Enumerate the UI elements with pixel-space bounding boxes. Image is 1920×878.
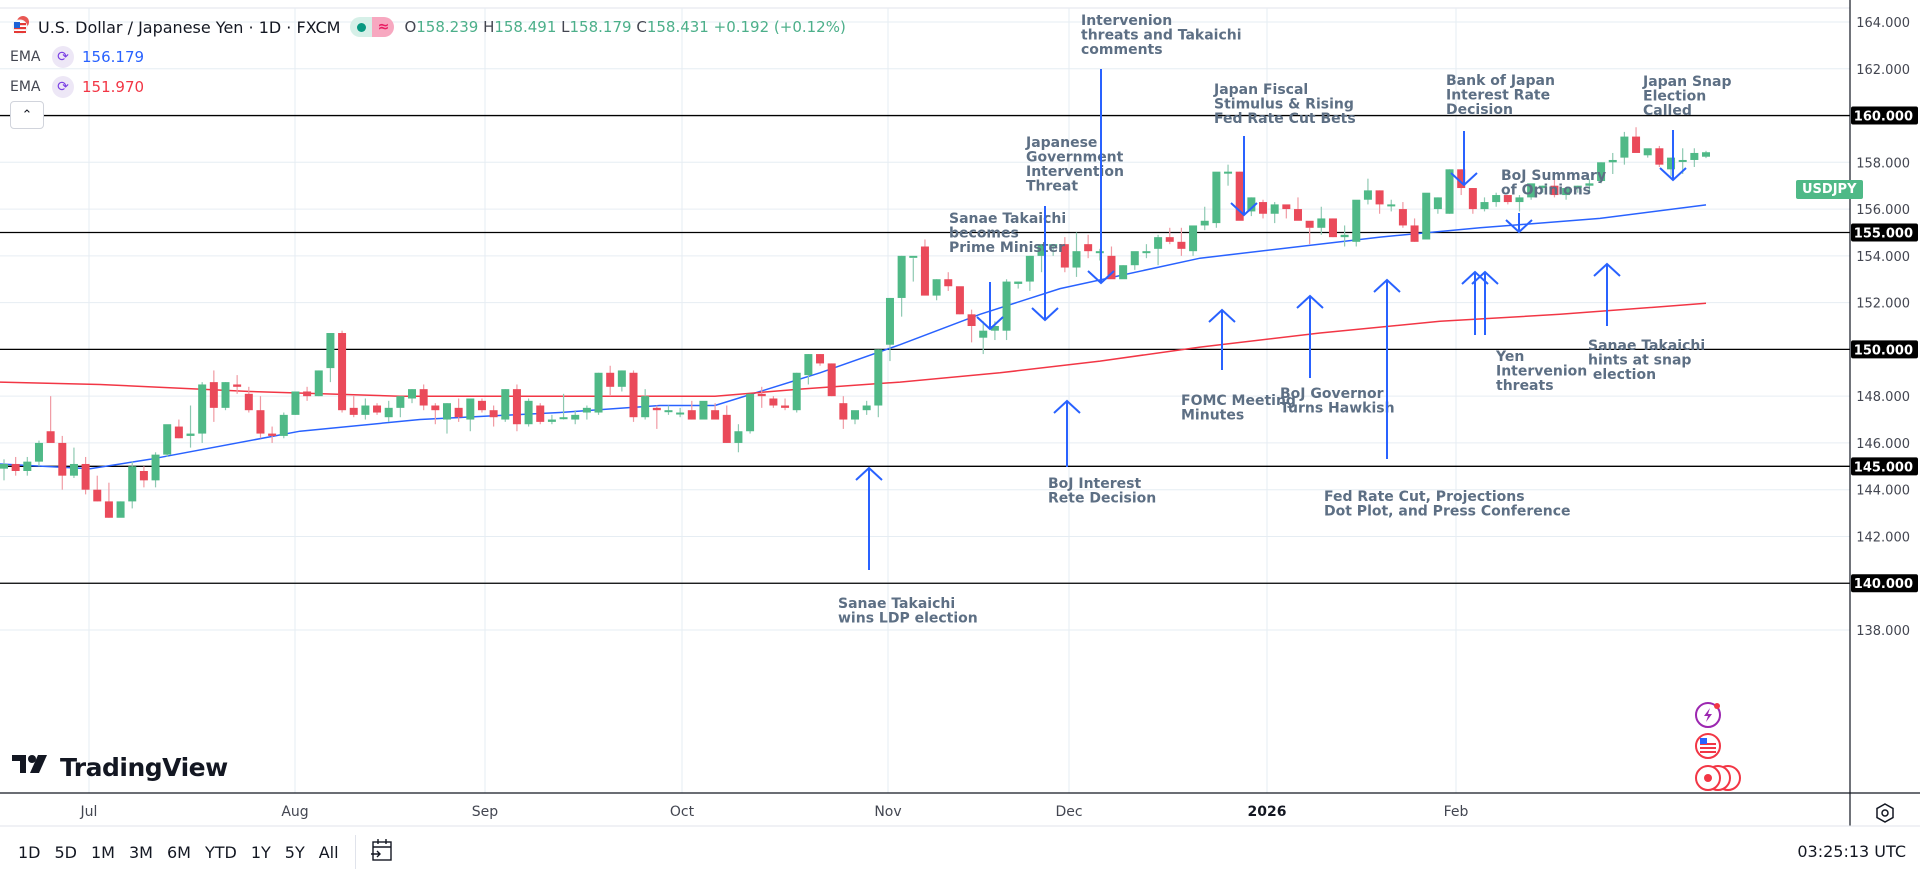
collapse-legend-button[interactable]: ⌃ — [10, 101, 44, 129]
svg-text:140.000: 140.000 — [1854, 577, 1913, 592]
us-flag-icon — [10, 14, 32, 40]
svg-text:152.000: 152.000 — [1856, 297, 1910, 312]
svg-text:158.000: 158.000 — [1856, 156, 1910, 171]
go-to-date-button[interactable] — [370, 837, 394, 867]
refresh-icon[interactable]: ⟳ — [52, 46, 74, 68]
range-5y-button[interactable]: 5Y — [284, 842, 305, 862]
tradingview-logo[interactable]: TradingView — [12, 752, 228, 782]
range-1d-button[interactable]: 1D — [18, 842, 41, 862]
chart-legend: U.S. Dollar / Japanese Yen · 1D · FXCM ≈… — [10, 12, 846, 102]
svg-text:164.000: 164.000 — [1856, 16, 1910, 31]
tradingview-wordmark: TradingView — [60, 752, 228, 782]
svg-text:Sep: Sep — [472, 804, 499, 820]
svg-text:Aug: Aug — [281, 804, 308, 820]
svg-text:148.000: 148.000 — [1856, 390, 1910, 405]
svg-text:144.000: 144.000 — [1856, 484, 1910, 499]
svg-text:160.000: 160.000 — [1854, 110, 1913, 125]
market-status-dot-icon — [350, 17, 373, 37]
bottom-toolbar: 1D 5D 1M 3M 6M YTD 1Y 5Y All — [0, 826, 1920, 878]
range-1y-button[interactable]: 1Y — [250, 842, 271, 862]
chart-settings-button[interactable] — [1872, 800, 1898, 826]
svg-text:154.000: 154.000 — [1856, 250, 1910, 265]
svg-text:Nov: Nov — [874, 804, 901, 820]
svg-text:145.000: 145.000 — [1854, 460, 1913, 475]
tradingview-mark-icon — [12, 752, 52, 782]
svg-text:156.000: 156.000 — [1856, 203, 1910, 218]
toolbar-divider — [354, 835, 356, 869]
svg-text:162.000: 162.000 — [1856, 63, 1910, 78]
calendar-goto-icon — [370, 839, 392, 861]
indicator-ema-fast[interactable]: EMA ⟳ 156.179 — [10, 42, 846, 72]
indicator-name: EMA — [10, 49, 41, 65]
annotations: Sanae Takaichi wins LDP election BoJ Inter… — [838, 13, 1731, 627]
range-6m-button[interactable]: 6M — [166, 842, 191, 862]
symbol-price-tag: USDJPY — [1796, 180, 1863, 199]
svg-text:155.000: 155.000 — [1854, 226, 1913, 241]
svg-text:150.000: 150.000 — [1854, 343, 1913, 358]
utc-clock[interactable]: 03:25:13 UTC — [1797, 842, 1906, 861]
ohlc-values: O158.239 H158.491 L158.179 C158.431 +0.1… — [404, 18, 846, 36]
svg-text:Oct: Oct — [670, 804, 695, 820]
svg-text:Dec: Dec — [1055, 804, 1082, 820]
indicator-ema-slow[interactable]: EMA ⟳ 151.970 — [10, 72, 846, 102]
range-all-button[interactable]: All — [318, 842, 339, 862]
change-value: +0.192 (+0.12%) — [713, 18, 846, 36]
svg-text:146.000: 146.000 — [1856, 437, 1910, 452]
low-value: 158.179 — [569, 18, 632, 36]
wave-icon: ≈ — [372, 17, 395, 37]
grid — [0, 7, 1850, 793]
event-markers[interactable] — [1695, 702, 1741, 791]
horizontal-levels — [0, 114, 1850, 584]
ema-lines — [0, 204, 1707, 470]
indicator-name: EMA — [10, 79, 41, 95]
range-5d-button[interactable]: 5D — [54, 842, 78, 862]
svg-text:138.000: 138.000 — [1856, 624, 1910, 639]
indicator-value: 151.970 — [82, 78, 145, 96]
range-3m-button[interactable]: 3M — [128, 842, 153, 862]
symbol-title[interactable]: U.S. Dollar / Japanese Yen · 1D · FXCM — [38, 17, 341, 37]
close-value: 158.431 — [646, 18, 709, 36]
chevron-up-icon: ⌃ — [21, 107, 33, 123]
indicator-value: 156.179 — [82, 48, 145, 66]
market-status-pill[interactable]: ≈ — [350, 17, 395, 37]
svg-text:Feb: Feb — [1444, 804, 1469, 820]
range-ytd-button[interactable]: YTD — [204, 842, 237, 862]
svg-text:142.000: 142.000 — [1856, 530, 1910, 545]
candles — [0, 127, 1710, 518]
high-value: 158.491 — [494, 18, 557, 36]
svg-text:2026: 2026 — [1248, 804, 1287, 820]
range-1m-button[interactable]: 1M — [91, 842, 115, 862]
refresh-icon[interactable]: ⟳ — [52, 76, 74, 98]
open-value: 158.239 — [416, 18, 479, 36]
symbol-row: U.S. Dollar / Japanese Yen · 1D · FXCM ≈… — [10, 12, 846, 42]
axes: 164.000 162.000 158.000 156.000 154.000 152.0… — [0, 0, 1920, 827]
settings-icon — [1876, 803, 1894, 823]
svg-text:Jul: Jul — [80, 804, 98, 820]
